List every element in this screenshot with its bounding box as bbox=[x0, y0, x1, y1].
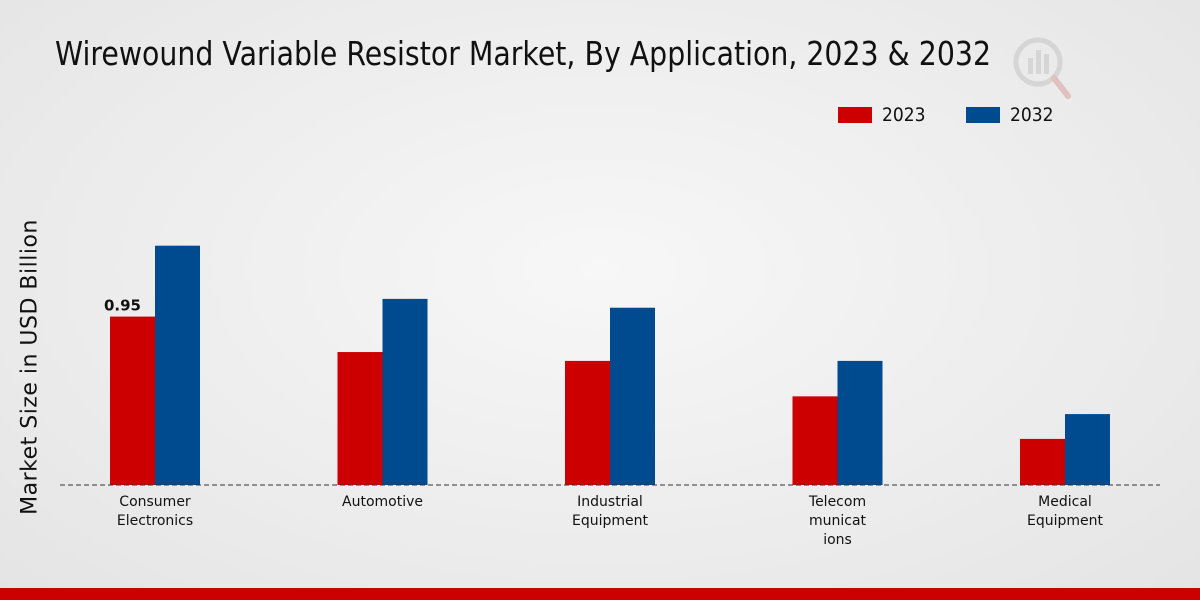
bar-2023-1 bbox=[337, 352, 383, 485]
legend-item-2032: 2032 bbox=[966, 104, 1058, 126]
bar-2023-0 bbox=[110, 316, 155, 485]
x-tick-label-4: Medical Equipment bbox=[1027, 494, 1104, 529]
x-tick-label-0: Consumer Electronics bbox=[117, 494, 193, 529]
x-tick-label-line: Automotive bbox=[342, 494, 423, 510]
data-label-2023-0: 0.95 bbox=[104, 297, 141, 315]
bars-layer bbox=[110, 245, 1110, 485]
bar-2032-0 bbox=[155, 245, 200, 485]
bottom-accent-bar bbox=[0, 588, 1200, 600]
legend: 2023 2032 bbox=[838, 104, 1095, 126]
x-tick-label-line: Medical bbox=[1038, 494, 1092, 510]
bar-2023-4 bbox=[1020, 438, 1065, 485]
x-tick-label-line: Consumer bbox=[119, 494, 191, 510]
legend-label-2032: 2032 bbox=[1010, 104, 1054, 126]
x-tick-label-line: ions bbox=[823, 532, 852, 548]
watermark-logo-icon bbox=[1013, 37, 1071, 99]
legend-swatch-2023 bbox=[838, 107, 872, 123]
x-tick-label-2: Industrial Equipment bbox=[572, 494, 649, 529]
tick-labels-layer: Consumer Electronics Automotive Industrial E… bbox=[117, 494, 1104, 548]
x-tick-label-1: Automotive bbox=[342, 494, 423, 510]
bar-2032-4 bbox=[1065, 414, 1110, 485]
x-tick-label-line: Equipment bbox=[572, 513, 649, 529]
x-tick-label-line: municat bbox=[809, 513, 867, 529]
bar-2032-3 bbox=[837, 360, 883, 485]
data-labels-layer: 0.95 bbox=[104, 297, 141, 315]
x-tick-label-line: Equipment bbox=[1027, 513, 1104, 529]
bar-2023-3 bbox=[792, 396, 838, 485]
chart-title: Wirewound Variable Resistor Market, By A… bbox=[55, 34, 992, 73]
legend-swatch-2032 bbox=[966, 107, 1001, 123]
x-tick-label-line: Telecom bbox=[808, 494, 866, 510]
x-tick-label-line: Electronics bbox=[117, 513, 193, 529]
bar-2032-2 bbox=[610, 307, 655, 485]
x-tick-label-3: Telecom municat ions bbox=[808, 494, 867, 548]
bar-2032-1 bbox=[382, 298, 428, 485]
x-tick-label-line: Industrial bbox=[577, 494, 643, 510]
bar-2023-2 bbox=[565, 360, 610, 485]
legend-item-2023: 2023 bbox=[838, 104, 930, 126]
legend-label-2023: 2023 bbox=[882, 104, 926, 126]
